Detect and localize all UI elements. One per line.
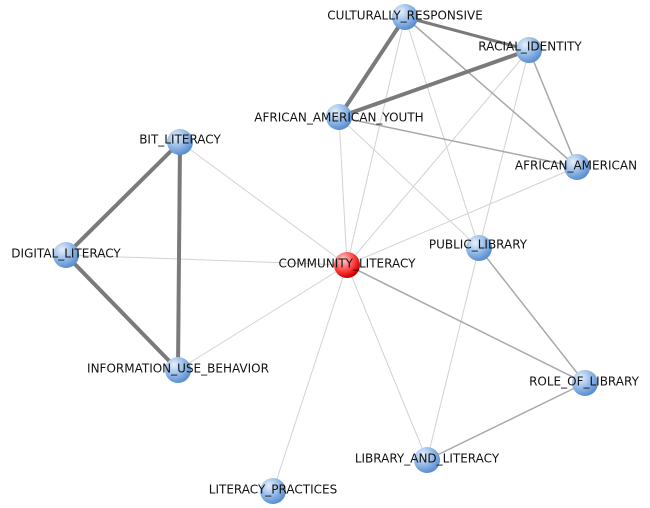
edge [176,141,182,371]
edge [346,49,530,266]
node [572,370,598,396]
node [326,104,352,130]
edge [404,16,578,168]
edge [337,15,407,119]
node [165,357,191,383]
edge [272,264,348,492]
nodes [53,4,598,504]
edge [478,247,586,384]
node-label: COMMUNITY_LITERACY [279,257,417,271]
node-label: BIT_LITERACY [139,133,221,147]
node-label: AFRICAN_AMERICAN_YOUTH [254,111,423,125]
node-central [334,252,360,278]
node-label: RACIAL_IDENTITY [478,40,582,54]
node-label: CULTURALLY_RESPONSIVE [327,9,483,23]
edge [426,247,480,461]
node [466,235,492,261]
node-label: PUBLIC_LIBRARY [429,238,528,252]
node-label: ROLE_OF_LIBRARY [529,375,639,389]
edge [346,264,428,461]
edge [528,49,578,168]
edge [478,49,530,249]
edge [64,253,180,372]
node-label: INFORMATION_USE_BEHAVIOR [87,362,269,376]
node [53,242,79,268]
edges [64,15,586,492]
node-label: LIBRARY_AND_LITERACY [355,452,500,466]
node-label: LITERACY_PRACTICES [209,483,337,497]
edge [65,254,348,266]
node [167,129,193,155]
edge [64,140,182,257]
edge [177,264,348,371]
edge [179,141,348,266]
edge [338,116,578,168]
edge [404,16,480,249]
edge [338,48,530,119]
edge [338,116,480,249]
edge [426,382,586,461]
node-label: AFRICAN_AMERICAN [515,159,637,173]
node [564,154,590,180]
labels: CULTURALLY_RESPONSIVE RACIAL_IDENTITY AF… [11,9,639,497]
edge [346,16,406,266]
node [414,447,440,473]
edge [346,264,586,384]
edge [404,15,530,52]
node [516,37,542,63]
node [260,478,286,504]
node-label: DIGITAL_LITERACY [11,247,121,261]
node [392,4,418,30]
edge [338,116,348,266]
edge [346,166,578,266]
